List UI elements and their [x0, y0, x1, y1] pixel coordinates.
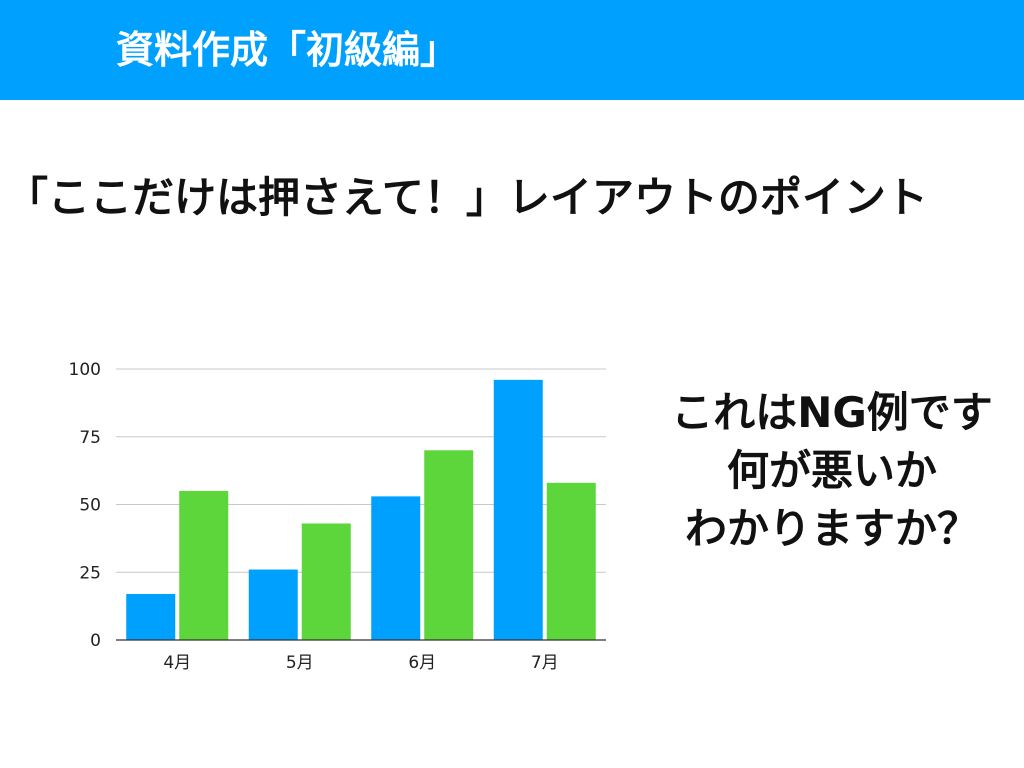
- bar-series-1: [248, 569, 298, 640]
- y-tick-label: 25: [79, 563, 101, 583]
- chart-axes: 0 25 50 75 100 4月 5月 6月 7月: [69, 360, 606, 673]
- bar-series-2: [546, 482, 596, 640]
- x-tick-label: 4月: [163, 653, 191, 673]
- bar-series-1: [493, 379, 543, 640]
- y-tick-label: 50: [79, 496, 101, 516]
- slide-subtitle: 「ここだけは押さえて！」レイアウトのポイント: [6, 173, 928, 222]
- header-banner: 資料作成「初級編」: [0, 0, 1024, 100]
- bar-series-1: [371, 496, 421, 640]
- y-tick-label: 75: [79, 428, 101, 448]
- callout-line-1: これはNG例です: [671, 388, 993, 437]
- x-tick-label: 6月: [408, 653, 436, 673]
- callout-line-2: 何が悪いか: [726, 446, 937, 495]
- bar-series-2: [179, 490, 229, 640]
- page-title: 資料作成「初級編」: [116, 28, 459, 72]
- bar-chart: 0 25 50 75 100 4月 5月 6月 7月: [69, 360, 606, 673]
- bar-series-2: [424, 450, 474, 640]
- x-tick-label: 5月: [286, 653, 314, 673]
- callout-line-3: わかりますか？: [684, 504, 979, 553]
- chart-bars: [126, 379, 596, 640]
- y-tick-label: 0: [90, 631, 101, 651]
- bar-series-2: [301, 523, 351, 640]
- callout-text: これはNG例です 何が悪いか わかりますか？: [644, 384, 1020, 558]
- y-tick-label: 100: [69, 360, 101, 380]
- bar-series-1: [126, 593, 176, 640]
- x-tick-label: 7月: [531, 653, 559, 673]
